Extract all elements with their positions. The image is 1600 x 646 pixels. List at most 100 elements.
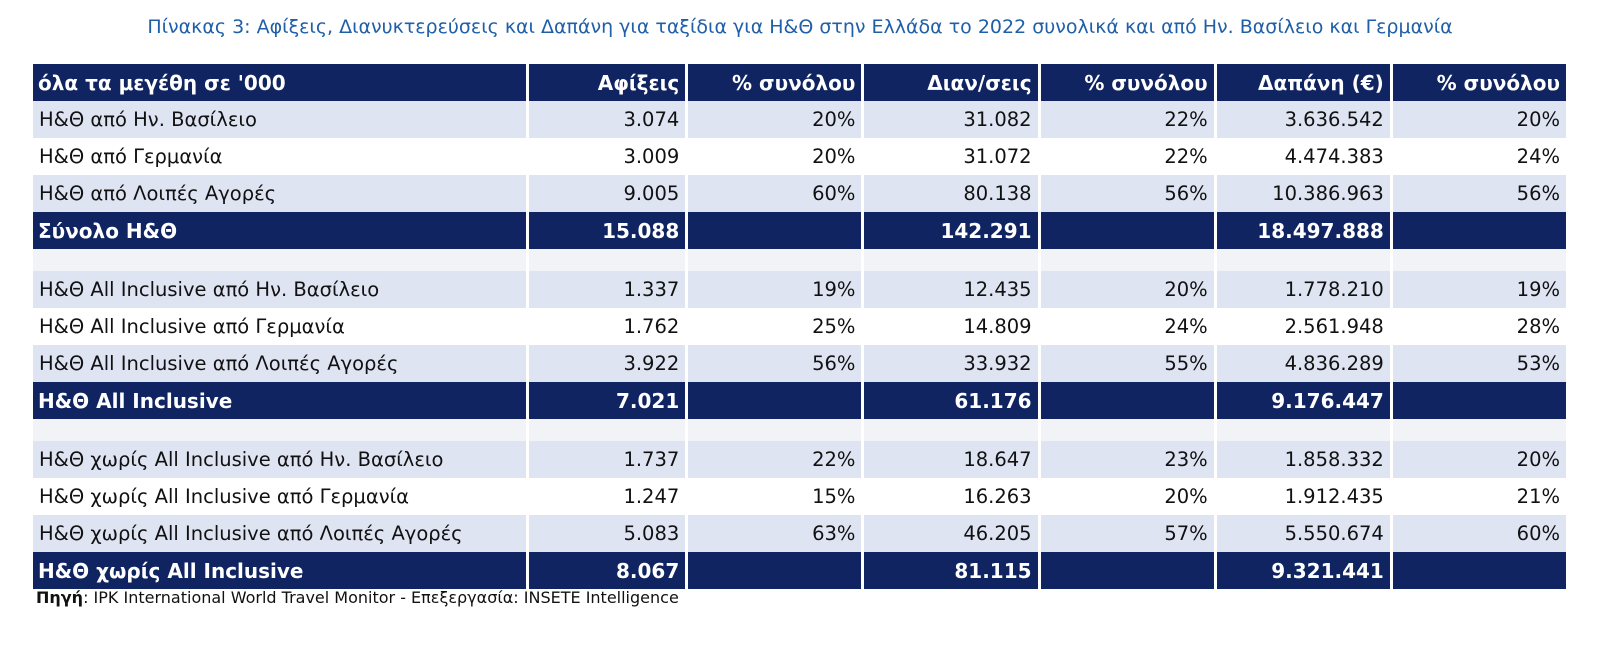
total-label-cell: Σύνολο Η&Θ [33, 212, 527, 249]
value-cell: 1.912.435 [1216, 478, 1390, 515]
total-value-cell [1392, 552, 1566, 589]
total-value-cell: 61.176 [864, 382, 1038, 419]
header-cell-pct: % συνόλου [1040, 64, 1214, 101]
value-cell: 3.009 [529, 138, 686, 175]
spacer-cell [1216, 419, 1390, 441]
value-cell: 3.074 [529, 101, 686, 138]
table-row: Η&Θ από Γερμανία 3.009 20% 31.072 22% 4.474.3… [33, 138, 1566, 175]
value-cell: 22% [688, 441, 862, 478]
value-cell: 22% [1040, 138, 1214, 175]
value-cell: 60% [1392, 515, 1566, 552]
value-cell: 24% [1040, 308, 1214, 345]
total-value-cell: 18.497.888 [1216, 212, 1390, 249]
spacer-cell [864, 249, 1038, 271]
value-cell: 57% [1040, 515, 1214, 552]
value-cell: 3.636.542 [1216, 101, 1390, 138]
value-cell: 10.386.963 [1216, 175, 1390, 212]
value-cell: 1.337 [529, 271, 686, 308]
value-cell: 20% [1040, 478, 1214, 515]
table-row: Η&Θ All Inclusive από Λοιπές Αγορές 3.922… [33, 345, 1566, 382]
total-value-cell [1040, 382, 1214, 419]
spacer-cell [1040, 249, 1214, 271]
value-cell: 9.005 [529, 175, 686, 212]
value-cell: 60% [688, 175, 862, 212]
value-cell: 20% [1392, 441, 1566, 478]
value-cell: 4.474.383 [1216, 138, 1390, 175]
value-cell: 56% [1040, 175, 1214, 212]
value-cell: 18.647 [864, 441, 1038, 478]
value-cell: 31.082 [864, 101, 1038, 138]
value-cell: 55% [1040, 345, 1214, 382]
spacer-cell [33, 249, 527, 271]
value-cell: 16.263 [864, 478, 1038, 515]
value-cell: 53% [1392, 345, 1566, 382]
value-cell: 20% [688, 101, 862, 138]
spacer-cell [1392, 419, 1566, 441]
row-label-cell: Η&Θ χωρίς All Inclusive από Ην. Βασίλειο [33, 441, 527, 478]
spacer-cell [1040, 419, 1214, 441]
row-label-cell: Η&Θ από Λοιπές Αγορές [33, 175, 527, 212]
total-value-cell [688, 552, 862, 589]
total-value-cell: 9.321.441 [1216, 552, 1390, 589]
value-cell: 2.561.948 [1216, 308, 1390, 345]
value-cell: 3.922 [529, 345, 686, 382]
total-value-cell: 9.176.447 [1216, 382, 1390, 419]
value-cell: 21% [1392, 478, 1566, 515]
row-label-cell: Η&Θ All Inclusive από Γερμανία [33, 308, 527, 345]
total-value-cell [1392, 382, 1566, 419]
value-cell: 28% [1392, 308, 1566, 345]
spacer-cell [864, 419, 1038, 441]
header-cell-spending: Δαπάνη (€) [1216, 64, 1390, 101]
value-cell: 1.737 [529, 441, 686, 478]
spacer-cell [688, 419, 862, 441]
table-row: Η&Θ All Inclusive από Γερμανία 1.762 25% 14… [33, 308, 1566, 345]
row-label-cell: Η&Θ από Γερμανία [33, 138, 527, 175]
header-cell-nights: Διαν/σεις [864, 64, 1038, 101]
source-label: Πηγή [36, 588, 84, 607]
table-row: Η&Θ από Λοιπές Αγορές 9.005 60% 80.138 56% 10… [33, 175, 1566, 212]
value-cell: 56% [1392, 175, 1566, 212]
total-value-cell [688, 382, 862, 419]
value-cell: 5.083 [529, 515, 686, 552]
row-label-cell: Η&Θ χωρίς All Inclusive από Γερμανία [33, 478, 527, 515]
value-cell: 19% [1392, 271, 1566, 308]
table-row: Η&Θ All Inclusive από Ην. Βασίλειο 1.337 1… [33, 271, 1566, 308]
total-value-cell [1040, 212, 1214, 249]
value-cell: 20% [1040, 271, 1214, 308]
row-label-cell: Η&Θ από Ην. Βασίλειο [33, 101, 527, 138]
spacer-cell [1392, 249, 1566, 271]
value-cell: 15% [688, 478, 862, 515]
total-label-cell: Η&Θ χωρίς All Inclusive [33, 552, 527, 589]
source-text: : IPK International World Travel Monitor… [83, 588, 679, 607]
row-label-cell: Η&Θ All Inclusive από Λοιπές Αγορές [33, 345, 527, 382]
row-label-cell: Η&Θ All Inclusive από Ην. Βασίλειο [33, 271, 527, 308]
value-cell: 19% [688, 271, 862, 308]
total-value-cell [1040, 552, 1214, 589]
header-cell-pct: % συνόλου [1392, 64, 1566, 101]
total-value-cell: 7.021 [529, 382, 686, 419]
header-cell-arrivals: Αφίξεις [529, 64, 686, 101]
total-value-cell: 15.088 [529, 212, 686, 249]
value-cell: 23% [1040, 441, 1214, 478]
value-cell: 12.435 [864, 271, 1038, 308]
value-cell: 1.778.210 [1216, 271, 1390, 308]
value-cell: 4.836.289 [1216, 345, 1390, 382]
total-row: Σύνολο Η&Θ 15.088 142.291 18.497.888 [33, 212, 1566, 249]
value-cell: 33.932 [864, 345, 1038, 382]
table-row: Η&Θ χωρίς All Inclusive από Ην. Βασίλειο… [33, 441, 1566, 478]
value-cell: 63% [688, 515, 862, 552]
value-cell: 5.550.674 [1216, 515, 1390, 552]
total-value-cell: 81.115 [864, 552, 1038, 589]
row-label-cell: Η&Θ χωρίς All Inclusive από Λοιπές Αγορέ… [33, 515, 527, 552]
header-row: όλα τα μεγέθη σε '000 Αφίξεις % συνόλου … [33, 64, 1566, 101]
value-cell: 24% [1392, 138, 1566, 175]
total-value-cell [688, 212, 862, 249]
value-cell: 1.858.332 [1216, 441, 1390, 478]
table-body: όλα τα μεγέθη σε '000 Αφίξεις % συνόλου … [33, 64, 1566, 589]
total-row: Η&Θ χωρίς All Inclusive 8.067 81.115 9.321.… [33, 552, 1566, 589]
data-table: όλα τα μεγέθη σε '000 Αφίξεις % συνόλου … [30, 64, 1569, 589]
value-cell: 20% [688, 138, 862, 175]
value-cell: 22% [1040, 101, 1214, 138]
value-cell: 56% [688, 345, 862, 382]
header-cell-label: όλα τα μεγέθη σε '000 [33, 64, 527, 101]
